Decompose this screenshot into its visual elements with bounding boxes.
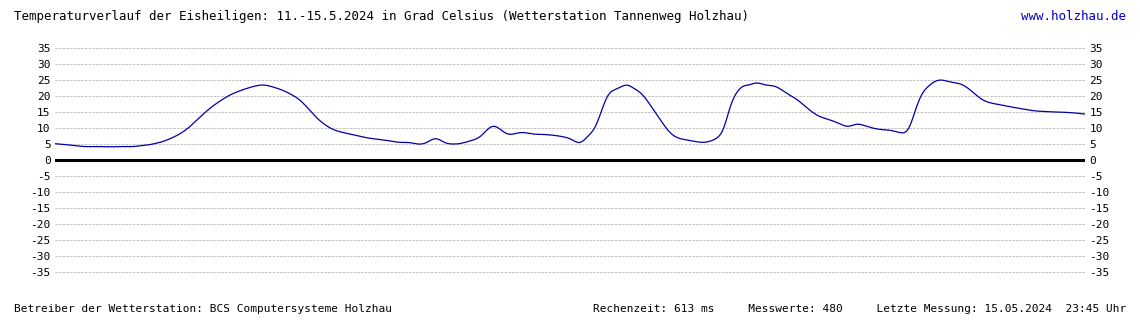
Text: Temperaturverlauf der Eisheiligen: 11.-15.5.2024 in Grad Celsius (Wetterstation : Temperaturverlauf der Eisheiligen: 11.-1… bbox=[14, 10, 749, 23]
Text: Betreiber der Wetterstation: BCS Computersysteme Holzhau: Betreiber der Wetterstation: BCS Compute… bbox=[14, 304, 392, 314]
Text: Rechenzeit: 613 ms     Messwerte: 480     Letzte Messung: 15.05.2024  23:45 Uhr: Rechenzeit: 613 ms Messwerte: 480 Letzte… bbox=[593, 304, 1126, 314]
Text: www.holzhau.de: www.holzhau.de bbox=[1021, 10, 1126, 23]
